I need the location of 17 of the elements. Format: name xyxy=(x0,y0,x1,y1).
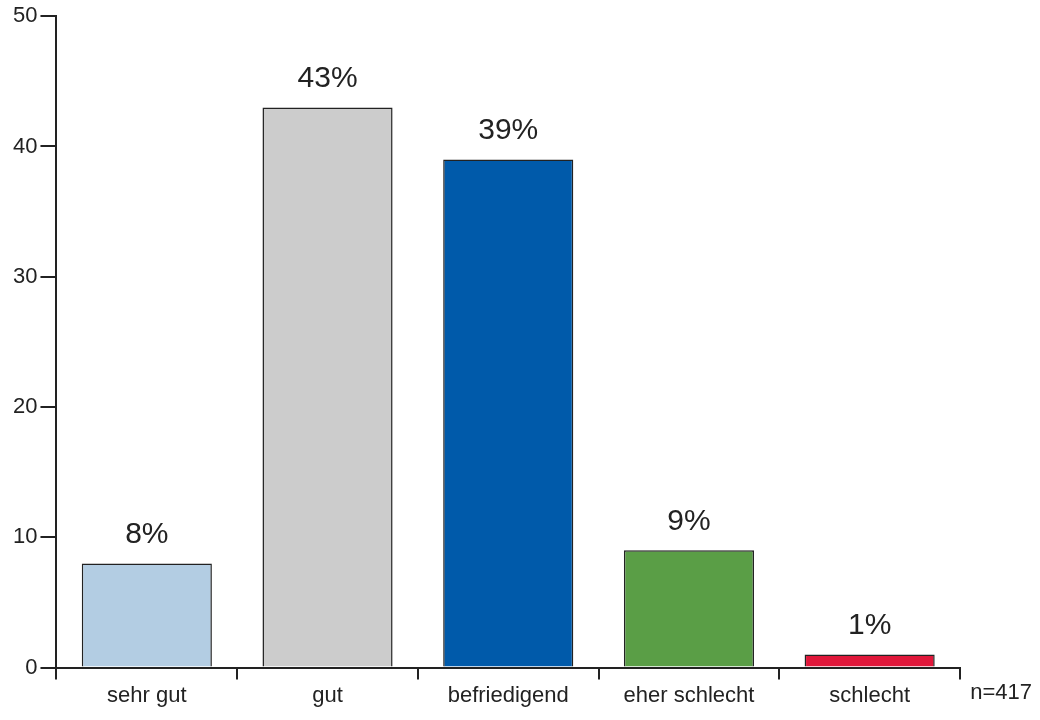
y-tick-label: 0 xyxy=(25,653,38,679)
data-label: 43% xyxy=(297,59,358,93)
data-label: 9% xyxy=(667,502,711,536)
text: n=417 xyxy=(970,679,1032,705)
data-label: 1% xyxy=(847,606,892,640)
x-tick-label: sehr gut xyxy=(107,681,187,707)
x-tick-label: gut xyxy=(312,681,343,707)
y-tick-label: 50 xyxy=(12,2,38,28)
y-tick-label: 30 xyxy=(12,262,38,288)
x-tick-label: schlecht xyxy=(829,681,911,707)
y-tick-label: 20 xyxy=(12,393,38,419)
data-label: 39% xyxy=(478,111,539,145)
data-label: 8% xyxy=(125,515,169,549)
x-tick-label: eher schlecht xyxy=(623,681,755,707)
x-tick-label: befriedigend xyxy=(447,681,569,707)
y-tick-label: 40 xyxy=(12,132,38,158)
y-tick-label: 10 xyxy=(12,523,38,549)
